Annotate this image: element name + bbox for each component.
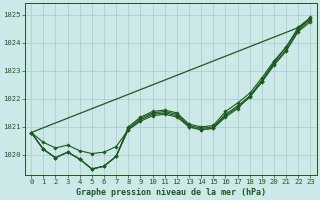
X-axis label: Graphe pression niveau de la mer (hPa): Graphe pression niveau de la mer (hPa) — [76, 188, 266, 197]
